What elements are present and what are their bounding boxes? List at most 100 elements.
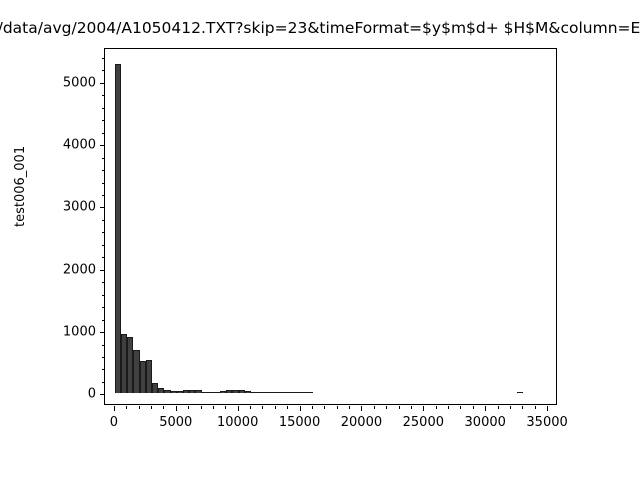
histogram-bar <box>517 392 524 394</box>
histogram-bar <box>244 391 252 394</box>
y-axis-tick-label: 0 <box>87 386 96 402</box>
histogram-bar <box>269 392 276 394</box>
histogram-bar <box>152 383 159 394</box>
x-axis-minor-tick <box>274 406 276 409</box>
x-axis-tick-label: 5000 <box>159 415 193 430</box>
x-axis-minor-tick <box>126 406 128 409</box>
y-axis-tick-label: 3000 <box>62 199 96 215</box>
x-axis-tick <box>485 406 487 411</box>
y-axis-minor-tick <box>102 257 104 259</box>
histogram-bar <box>121 333 128 394</box>
x-axis-tick-label: 30000 <box>464 415 506 430</box>
histogram-bar <box>257 392 264 394</box>
x-axis-minor-tick <box>151 406 153 409</box>
x-axis-minor-tick <box>349 406 351 409</box>
y-axis-tick <box>100 394 104 396</box>
histogram-bar <box>226 390 233 394</box>
x-axis-tick-label: 15000 <box>278 415 321 430</box>
x-axis-minor-tick <box>324 406 326 409</box>
x-axis-tick <box>237 406 239 411</box>
histogram-bars <box>105 49 556 404</box>
y-axis-minor-tick <box>102 182 104 184</box>
x-axis-minor-tick <box>522 406 524 409</box>
y-axis-minor-tick <box>102 357 104 359</box>
y-axis-minor-tick <box>102 319 104 321</box>
y-axis-tick <box>100 269 104 271</box>
y-axis-minor-tick <box>102 70 104 72</box>
y-axis-minor-tick <box>102 95 104 97</box>
x-axis-minor-tick <box>225 406 227 409</box>
y-axis-minor-tick <box>102 107 104 109</box>
y-axis-minor-tick <box>102 57 104 59</box>
y-axis-tick-label: 4000 <box>62 137 96 153</box>
x-axis-minor-tick <box>163 406 165 409</box>
x-axis-minor-tick <box>534 406 536 409</box>
y-axis-tick <box>100 207 104 209</box>
histogram-bar <box>275 392 282 394</box>
histogram-bar <box>189 389 196 394</box>
histogram-bar <box>127 337 134 394</box>
x-axis-tick <box>423 406 425 411</box>
x-axis-minor-tick <box>212 406 214 409</box>
y-axis-minor-tick <box>102 282 104 284</box>
y-axis-minor-tick <box>102 307 104 309</box>
x-axis-tick <box>361 406 363 411</box>
y-axis-tick-label: 2000 <box>62 262 96 278</box>
histogram-bar <box>145 360 153 394</box>
y-axis-minor-tick <box>102 132 104 134</box>
x-axis-minor-tick <box>509 406 511 409</box>
y-axis-tick-label: 5000 <box>62 75 96 91</box>
x-axis-tick-label: 35000 <box>526 415 568 430</box>
x-axis-minor-tick <box>410 406 412 409</box>
histogram-bar <box>164 389 171 394</box>
x-axis-tick <box>299 406 301 411</box>
histogram-bar <box>201 391 208 394</box>
x-axis-tick-label: 20000 <box>340 415 383 430</box>
chart-title-container: .ngdc.noaa.gov/data/avg/2004/A1050412.TX… <box>0 18 640 42</box>
x-axis-minor-tick <box>448 406 450 409</box>
x-axis-tick <box>547 406 549 411</box>
y-axis-minor-tick <box>102 157 104 159</box>
histogram-bar <box>133 350 140 394</box>
page-title: .ngdc.noaa.gov/data/avg/2004/A1050412.TX… <box>0 19 640 37</box>
histogram-bar <box>158 387 165 394</box>
y-axis-minor-tick <box>102 195 104 197</box>
x-axis-minor-tick <box>138 406 140 409</box>
y-axis-minor-tick <box>102 369 104 371</box>
histogram-bar <box>182 390 190 394</box>
x-axis-tick <box>175 406 177 411</box>
x-axis-minor-tick <box>200 406 202 409</box>
y-axis-tick <box>100 82 104 84</box>
histogram-bar <box>263 392 270 394</box>
x-axis-tick-label: 10000 <box>216 415 259 430</box>
y-axis-minor-tick <box>102 120 104 122</box>
histogram-bar <box>300 392 307 394</box>
histogram-bar <box>232 390 239 394</box>
histogram-bar <box>195 389 202 394</box>
x-axis-minor-tick <box>250 406 252 409</box>
histogram-bar <box>139 361 146 394</box>
y-axis-minor-tick <box>102 294 104 296</box>
x-axis-minor-tick <box>262 406 264 409</box>
x-axis-minor-tick <box>386 406 388 409</box>
y-axis-minor-tick <box>102 219 104 221</box>
histogram-bar <box>114 63 122 394</box>
y-axis-minor-tick <box>102 381 104 383</box>
histogram-bar <box>220 390 227 394</box>
x-axis-minor-tick <box>460 406 462 409</box>
x-axis-minor-tick <box>398 406 400 409</box>
y-axis-tick <box>100 332 104 334</box>
x-axis-minor-tick <box>336 406 338 409</box>
x-axis-tick-label: 25000 <box>402 415 444 430</box>
x-axis-minor-tick <box>311 406 313 409</box>
y-axis-minor-tick <box>102 232 104 234</box>
x-axis-minor-tick <box>472 406 474 409</box>
x-axis-tick-label: 0 <box>109 415 119 430</box>
histogram-bar <box>288 392 295 394</box>
x-axis-tick <box>113 406 115 411</box>
x-axis-minor-tick <box>188 406 190 409</box>
x-axis: 0 5000 10000 15000 20000 25000 30000 35000 <box>0 406 640 446</box>
histogram-bar <box>281 392 289 394</box>
y-axis-minor-tick <box>102 244 104 246</box>
